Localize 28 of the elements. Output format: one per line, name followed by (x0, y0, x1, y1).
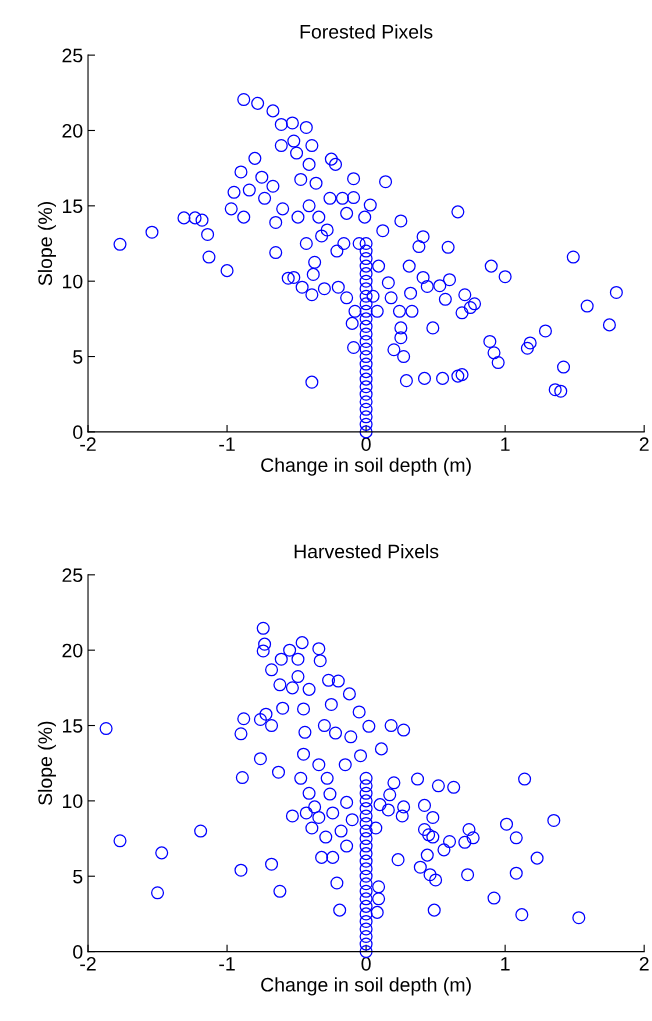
x-axis-title: Change in soil depth (m) (261, 457, 471, 476)
y-tick-label: 20 (62, 643, 83, 658)
y-tick-label: 20 (62, 123, 83, 138)
y-tick-label: 0 (73, 425, 83, 440)
x-tick-label: 1 (501, 957, 510, 971)
y-tick-label: 25 (62, 48, 83, 63)
y-tick-label: 10 (63, 274, 83, 289)
y-tick-label: 15 (63, 199, 83, 214)
y-tick-label: 25 (62, 568, 83, 583)
x-tick-label: 0 (361, 956, 371, 971)
y-tick-label: 5 (73, 350, 83, 364)
x-tick-label: 2 (639, 956, 649, 971)
x-tick-label: 1 (501, 437, 510, 451)
x-tick-label: -2 (80, 437, 96, 451)
x-tick-label: -1 (219, 957, 235, 971)
y-axis-title: Slope (%) (37, 202, 56, 286)
x-tick-label: -2 (80, 956, 96, 971)
chart-title: Forested Pixels (300, 24, 433, 39)
y-axis-title: Slope (%) (37, 721, 56, 805)
x-tick-label: 2 (639, 437, 649, 451)
x-tick-label: 0 (361, 437, 371, 452)
x-tick-label: -1 (219, 437, 235, 451)
y-tick-label: 5 (73, 869, 83, 884)
y-tick-label: 0 (73, 945, 83, 959)
chart-title: Harvested Pixels (294, 544, 439, 559)
y-tick-label: 10 (63, 794, 83, 809)
x-axis-title: Change in soil depth (m) (261, 977, 471, 996)
y-tick-label: 15 (63, 719, 83, 733)
